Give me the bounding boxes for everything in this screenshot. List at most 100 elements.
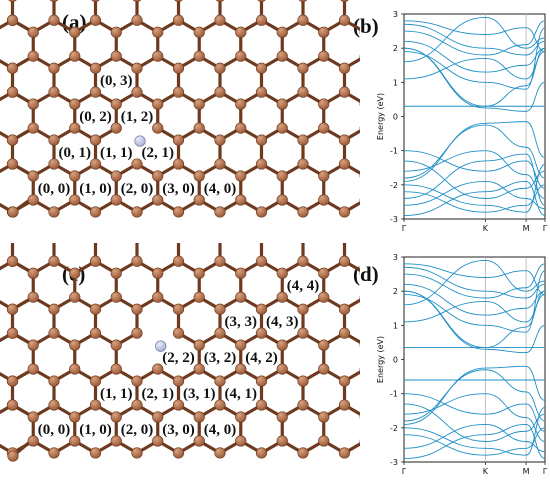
band-line bbox=[403, 283, 546, 316]
carbon-atom bbox=[297, 255, 309, 267]
carbon-atom bbox=[110, 411, 122, 423]
kpoint-label: K bbox=[483, 467, 489, 476]
carbon-atom bbox=[48, 303, 60, 315]
cell-label: (4, 3) bbox=[266, 314, 299, 330]
carbon-atom bbox=[297, 303, 309, 315]
carbon-atom bbox=[89, 255, 102, 267]
carbon-atom bbox=[89, 303, 102, 315]
carbon-atom bbox=[48, 447, 60, 459]
carbon-atom bbox=[172, 62, 185, 74]
carbon-atom bbox=[152, 194, 164, 206]
carbon-atom bbox=[276, 291, 288, 303]
carbon-atom bbox=[6, 62, 19, 74]
carbon-atom bbox=[6, 134, 19, 146]
cell-label: (2, 0) bbox=[121, 422, 154, 438]
band-line bbox=[403, 163, 546, 213]
carbon-atom bbox=[8, 0, 17, 2]
cell-label: (0, 3) bbox=[100, 73, 133, 89]
carbon-atom bbox=[276, 363, 288, 375]
carbon-atom bbox=[235, 98, 247, 110]
dopant-atom bbox=[134, 135, 146, 147]
dopant-atom bbox=[155, 340, 167, 352]
band-line bbox=[403, 51, 546, 80]
carbon-atom bbox=[48, 399, 60, 411]
band-line bbox=[403, 263, 546, 296]
lattice-a: (0, 0) (1, 0) (2, 0) (3, 0) (4, 0) (0, 1) (1, … bbox=[0, 0, 360, 218]
carbon-atom bbox=[338, 447, 351, 459]
cell-label: (1, 2) bbox=[121, 109, 154, 125]
cell-label: (3, 0) bbox=[162, 181, 195, 197]
carbon-atom bbox=[27, 26, 39, 38]
carbon-atom bbox=[27, 267, 39, 279]
kpoint-label: K bbox=[483, 224, 489, 233]
y-tick-label: 3 bbox=[393, 253, 398, 262]
carbon-atom bbox=[193, 194, 205, 206]
band-line bbox=[403, 20, 546, 56]
carbon-atom bbox=[89, 14, 102, 26]
carbon-atom bbox=[48, 255, 60, 267]
carbon-atom bbox=[214, 375, 226, 387]
carbon-atom bbox=[110, 26, 122, 38]
carbon-atom bbox=[193, 267, 205, 279]
carbon-atom bbox=[172, 327, 185, 339]
carbon-atom bbox=[276, 122, 288, 134]
carbon-atom bbox=[110, 267, 122, 279]
carbon-atom bbox=[255, 327, 268, 339]
carbon-atom bbox=[131, 327, 143, 339]
carbon-atom bbox=[235, 291, 247, 303]
band-line bbox=[403, 393, 546, 432]
carbon-atom bbox=[27, 170, 39, 182]
carbon-atom bbox=[89, 399, 102, 411]
carbon-atom bbox=[214, 447, 226, 459]
y-tick-label: 1 bbox=[393, 321, 398, 330]
carbon-atom bbox=[110, 194, 122, 206]
cell-label: (3, 0) bbox=[162, 422, 195, 438]
carbon-atom bbox=[172, 375, 185, 387]
band-lines bbox=[403, 259, 546, 460]
carbon-atom bbox=[6, 86, 19, 98]
carbon-atom bbox=[6, 255, 19, 267]
carbon-atom bbox=[193, 122, 205, 134]
carbon-atom bbox=[69, 122, 81, 134]
band-line bbox=[403, 180, 546, 217]
carbon-atom bbox=[255, 255, 268, 267]
carbon-atom bbox=[132, 0, 142, 2]
carbon-atom bbox=[297, 62, 309, 74]
carbon-atom bbox=[172, 303, 185, 315]
carbon-atom bbox=[255, 62, 268, 74]
carbon-atom bbox=[318, 363, 330, 375]
carbon-atom bbox=[276, 435, 288, 447]
carbon-atom bbox=[69, 291, 81, 303]
kpoint-label: M bbox=[523, 467, 530, 476]
carbon-atom bbox=[89, 86, 102, 98]
carbon-atom bbox=[172, 255, 185, 267]
cell-label: (1, 0) bbox=[79, 181, 112, 197]
atoms bbox=[6, 0, 360, 218]
carbon-atom bbox=[6, 158, 19, 170]
cell-label: (4, 4) bbox=[287, 278, 320, 294]
band-line bbox=[403, 427, 546, 456]
cell-label: (0, 0) bbox=[38, 422, 71, 438]
carbon-atom bbox=[69, 26, 81, 38]
cell-label: (2, 1) bbox=[142, 145, 175, 161]
carbon-atom bbox=[89, 447, 102, 459]
carbon-atom bbox=[131, 14, 143, 26]
carbon-atom bbox=[255, 158, 268, 170]
carbon-atom bbox=[27, 50, 39, 62]
cell-label: (4, 2) bbox=[245, 350, 278, 366]
panel-letter-d: (d) bbox=[353, 262, 379, 286]
carbon-atom bbox=[27, 339, 39, 351]
carbon-atom bbox=[214, 134, 226, 146]
carbon-atom bbox=[297, 375, 309, 387]
carbon-atom bbox=[172, 158, 185, 170]
band-structure-d: 3 2 1 0 -1 -2 -3 Γ K M Γ Energy (eV) bbox=[376, 253, 548, 476]
carbon-atom bbox=[276, 411, 288, 423]
carbon-atom bbox=[338, 327, 351, 339]
carbon-atom bbox=[255, 134, 268, 146]
carbon-atom bbox=[91, 0, 100, 2]
carbon-atom bbox=[172, 399, 185, 411]
carbon-atom bbox=[214, 14, 226, 26]
band-line bbox=[403, 290, 546, 354]
carbon-atom bbox=[255, 399, 268, 411]
y-axis-label: Energy (eV) bbox=[376, 336, 385, 383]
